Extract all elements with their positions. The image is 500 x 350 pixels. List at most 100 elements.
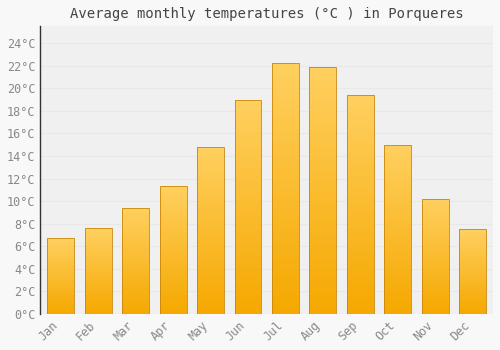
Bar xyxy=(347,231,374,233)
Bar xyxy=(310,139,336,141)
Bar xyxy=(160,198,186,199)
Bar xyxy=(122,302,149,303)
Bar xyxy=(160,253,186,254)
Bar xyxy=(272,104,299,106)
Bar xyxy=(347,97,374,99)
Bar xyxy=(85,295,112,296)
Bar xyxy=(234,202,262,205)
Bar xyxy=(160,285,186,286)
Bar xyxy=(272,91,299,93)
Bar xyxy=(122,280,149,281)
Bar xyxy=(310,114,336,116)
Bar xyxy=(122,261,149,262)
Bar xyxy=(384,165,411,167)
Bar xyxy=(122,227,149,228)
Bar xyxy=(459,288,486,289)
Bar xyxy=(272,254,299,256)
Bar xyxy=(197,307,224,309)
Bar xyxy=(122,284,149,285)
Bar xyxy=(310,267,336,270)
Bar xyxy=(422,282,448,283)
Bar xyxy=(122,275,149,276)
Bar xyxy=(122,263,149,264)
Bar xyxy=(384,172,411,174)
Bar xyxy=(122,230,149,231)
Bar xyxy=(310,146,336,148)
Bar xyxy=(459,278,486,279)
Bar xyxy=(160,195,186,197)
Bar xyxy=(384,182,411,184)
Bar xyxy=(234,282,262,284)
Bar xyxy=(384,236,411,238)
Bar xyxy=(310,257,336,260)
Bar xyxy=(272,286,299,289)
Bar xyxy=(347,292,374,294)
Bar xyxy=(347,117,374,119)
Bar xyxy=(197,202,224,204)
Bar xyxy=(272,224,299,226)
Bar xyxy=(48,259,74,260)
Bar xyxy=(48,243,74,244)
Bar xyxy=(459,284,486,285)
Bar xyxy=(48,282,74,283)
Bar xyxy=(422,199,448,314)
Bar xyxy=(347,239,374,242)
Bar xyxy=(122,304,149,306)
Bar xyxy=(197,162,224,164)
Bar xyxy=(234,228,262,230)
Bar xyxy=(272,146,299,149)
Bar xyxy=(422,236,448,237)
Bar xyxy=(272,128,299,131)
Bar xyxy=(85,284,112,285)
Bar xyxy=(422,248,448,250)
Bar xyxy=(122,294,149,295)
Bar xyxy=(459,289,486,290)
Bar xyxy=(272,141,299,144)
Bar xyxy=(384,211,411,212)
Bar xyxy=(272,111,299,114)
Bar xyxy=(272,294,299,296)
Bar xyxy=(347,305,374,307)
Bar xyxy=(234,250,262,252)
Bar xyxy=(234,299,262,301)
Bar xyxy=(384,284,411,285)
Bar xyxy=(310,225,336,228)
Bar xyxy=(48,238,74,314)
Bar xyxy=(422,284,448,285)
Bar xyxy=(459,304,486,306)
Bar xyxy=(459,268,486,269)
Bar xyxy=(122,211,149,212)
Bar xyxy=(48,301,74,302)
Bar xyxy=(347,211,374,213)
Bar xyxy=(48,299,74,300)
Bar xyxy=(85,273,112,274)
Bar xyxy=(234,138,262,140)
Bar xyxy=(310,240,336,242)
Bar xyxy=(384,231,411,233)
Bar xyxy=(422,263,448,264)
Bar xyxy=(197,266,224,267)
Bar xyxy=(85,282,112,283)
Bar xyxy=(85,297,112,298)
Bar xyxy=(384,167,411,168)
Bar xyxy=(85,251,112,252)
Bar xyxy=(160,259,186,260)
Bar xyxy=(48,255,74,256)
Bar xyxy=(272,124,299,126)
Bar xyxy=(347,246,374,248)
Bar xyxy=(422,237,448,238)
Bar xyxy=(48,302,74,303)
Bar xyxy=(310,232,336,235)
Bar xyxy=(347,104,374,106)
Bar xyxy=(310,121,336,124)
Bar xyxy=(422,269,448,270)
Bar xyxy=(422,298,448,299)
Bar xyxy=(160,239,186,240)
Bar xyxy=(384,307,411,309)
Bar xyxy=(347,128,374,130)
Bar xyxy=(384,177,411,178)
Bar xyxy=(160,310,186,312)
Bar xyxy=(459,254,486,255)
Bar xyxy=(310,129,336,131)
Bar xyxy=(234,237,262,239)
